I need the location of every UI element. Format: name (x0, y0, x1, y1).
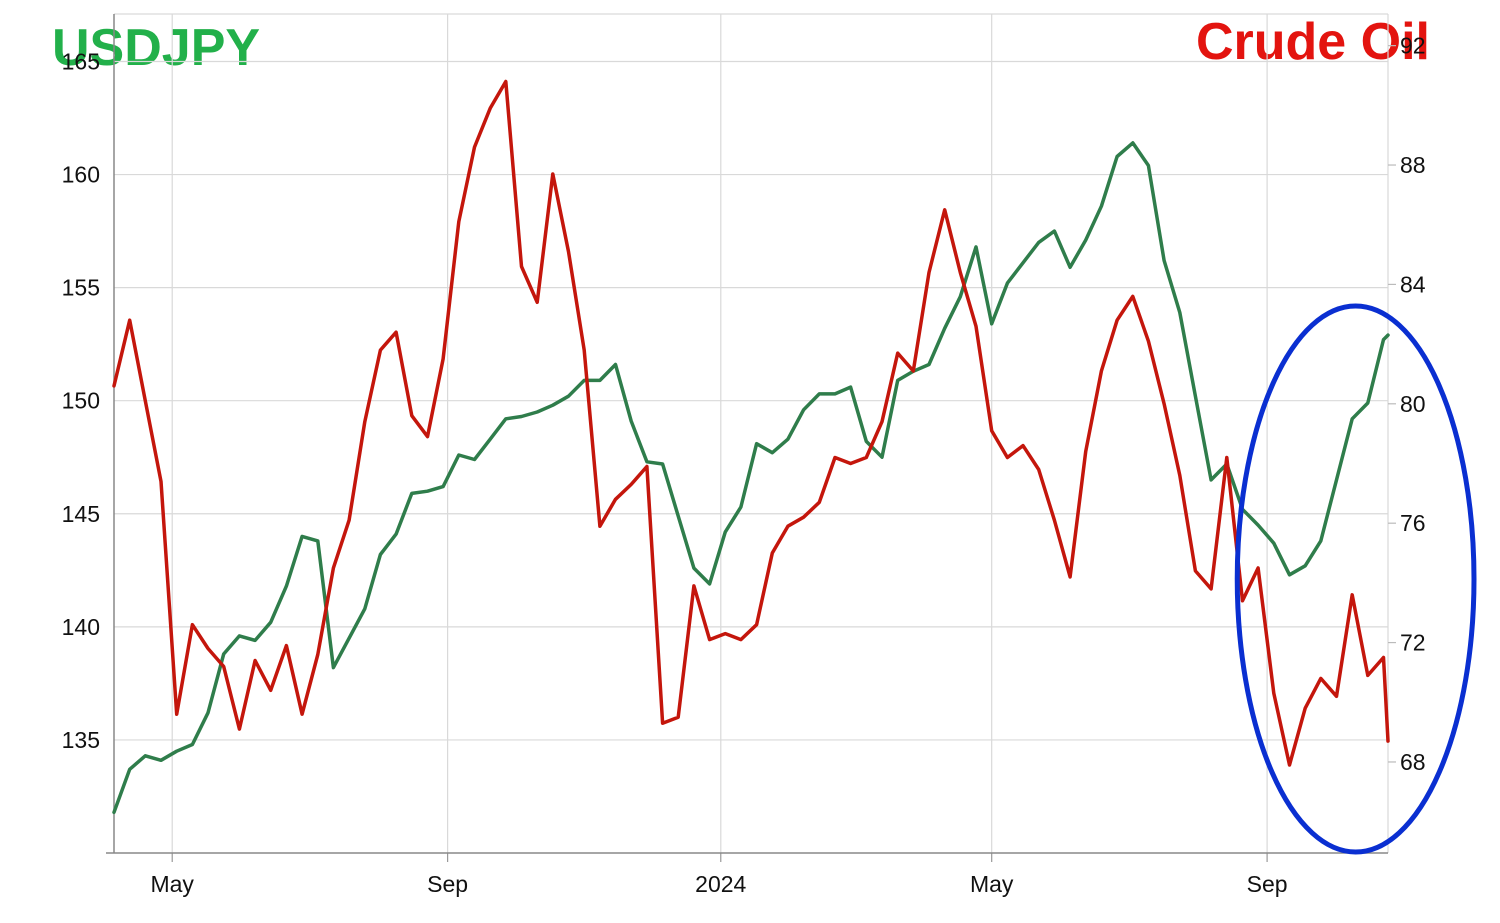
gridlines (114, 13, 1389, 853)
x-tick-label: Sep (1247, 871, 1288, 897)
usdjpy-title: USDJPY (52, 19, 261, 77)
x-tick-label: May (150, 871, 194, 897)
x-tick-label: 2024 (695, 871, 746, 897)
y-left-tick-label: 160 (62, 162, 100, 188)
y-left-tick-label: 155 (62, 275, 100, 301)
y-left-tick-label: 140 (62, 614, 100, 640)
highlight-ellipse (1234, 303, 1477, 855)
y-left-tick-label: 135 (62, 727, 100, 753)
crude-oil-line (112, 79, 1390, 767)
series-lines (112, 79, 1390, 815)
y-right-tick-label: 80 (1400, 391, 1426, 417)
y-left-tick-label: 150 (62, 388, 100, 414)
y-left-tick-label: 145 (62, 501, 100, 527)
y-right-tick-label: 88 (1400, 152, 1426, 178)
x-tick-label: Sep (427, 871, 468, 897)
y-left-tick-label: 165 (62, 48, 100, 74)
usdjpy-line (112, 141, 1390, 815)
y-right-tick-label: 76 (1400, 510, 1426, 536)
y-right-tick-label: 72 (1400, 630, 1426, 656)
y-right-tick-label: 92 (1400, 33, 1426, 59)
axes: 135 140 145 150 155 160 165 68 72 76 80 84 88 92 May Se… (62, 14, 1426, 897)
annotations (1234, 303, 1477, 855)
y-right-tick-label: 84 (1400, 271, 1426, 297)
x-tick-label: May (970, 871, 1014, 897)
y-right-tick-label: 68 (1400, 749, 1426, 775)
